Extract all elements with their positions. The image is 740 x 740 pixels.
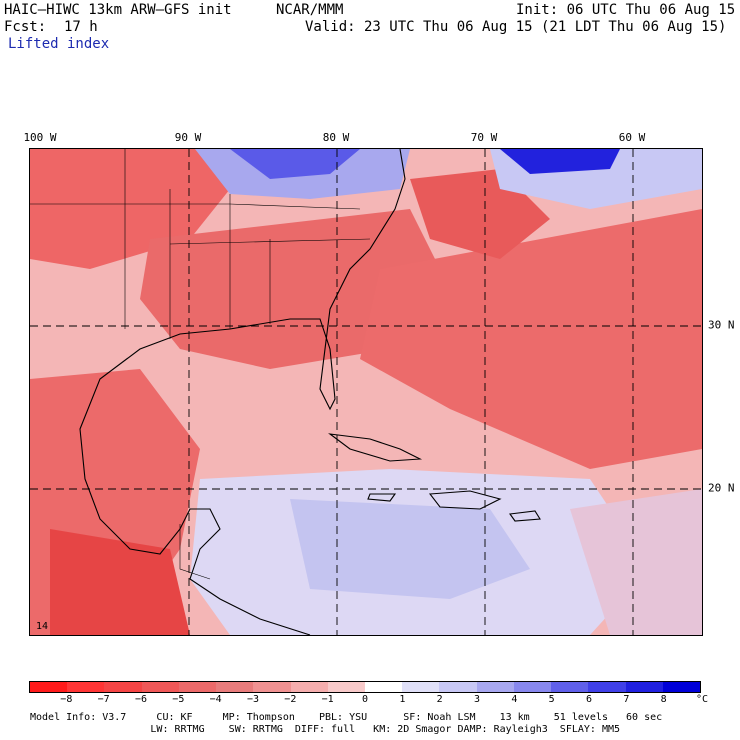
colorbar-swatch — [439, 682, 477, 692]
stable-core-north — [230, 149, 360, 179]
puerto-rico-outline — [509, 510, 541, 522]
lon-label-100w: 100 W — [23, 131, 57, 144]
init-time: Init: 06 UTC Thu 06 Aug 15 — [516, 2, 736, 18]
colorbar-tick-label: −8 — [60, 694, 73, 705]
unstable-region-atlantic — [360, 209, 702, 469]
political-borders — [30, 149, 371, 580]
lon-label-90w: 90 W — [174, 131, 202, 144]
forecast-label: Fcst: — [4, 19, 47, 35]
lon-label-80w: 80 W — [322, 131, 350, 144]
colorbar-tick-label: 4 — [511, 694, 518, 705]
lon-label-70w: 70 W — [470, 131, 498, 144]
coastlines — [79, 149, 541, 635]
lat-label-20n: 20 N — [708, 481, 735, 495]
mainland-coast — [79, 149, 406, 635]
colorbar — [29, 681, 701, 693]
model-info-line-1: Model Info: V3.7 CU: KF MP: Thompson PBL… — [30, 712, 663, 723]
colorbar-swatch — [662, 682, 700, 692]
mixed-region-east-caribbean — [570, 489, 702, 635]
colorbar-swatch — [290, 682, 328, 692]
hispaniola-outline — [428, 490, 502, 510]
colorbar-swatch — [364, 682, 403, 692]
colorbar-swatch — [476, 682, 514, 692]
colorbar-swatch — [30, 682, 68, 692]
colorbar-tick-label: −6 — [134, 694, 148, 705]
colorbar-tick-label: −5 — [172, 694, 185, 705]
colorbar-unit: °C — [696, 694, 709, 705]
colorbar-tick-label: −1 — [321, 694, 334, 705]
field-name: Lifted index — [8, 36, 110, 52]
map-svg: 14 — [30, 149, 702, 635]
colorbar-tick-label: 3 — [473, 694, 481, 705]
border-line — [179, 524, 211, 580]
valid-time: Valid: 23 UTC Thu 06 Aug 15 (21 LDT Thu … — [305, 19, 727, 35]
map-inset-label: 14 — [36, 621, 48, 632]
colorbar-swatch — [104, 682, 142, 692]
unstable-region-central-america — [50, 529, 190, 635]
lifted-index-map: 14 — [29, 148, 703, 636]
colorbar-tick-label: 5 — [548, 694, 555, 705]
jamaica-outline — [367, 493, 397, 502]
colorbar-swatch — [216, 682, 254, 692]
organization-label: NCAR/MMM — [276, 2, 344, 18]
colorbar-swatch — [513, 682, 552, 692]
colorbar-swatch — [253, 682, 291, 692]
colorbar-swatch — [67, 682, 105, 692]
graticule — [30, 149, 702, 635]
colorbar-tick-label: −2 — [284, 694, 297, 705]
colorbar-tick-label: 0 — [361, 694, 369, 705]
colorbar-swatch — [178, 682, 217, 692]
colorbar-tick-label: 1 — [399, 694, 406, 705]
colorbar-tick-label: 8 — [660, 694, 667, 705]
colorbar-swatch — [588, 682, 626, 692]
colorbar-tick-label: 2 — [436, 694, 443, 705]
colorbar-swatch — [141, 682, 179, 692]
colorbar-swatch — [327, 682, 365, 692]
model-info-line-2: LW: RRTMG SW: RRTMG DIFF: full KM: 2D Sm… — [30, 724, 621, 735]
forecast-hour: 17 h — [64, 19, 98, 35]
model-title: HAIC–HIWC 13km ARW–GFS init — [4, 2, 232, 18]
lat-label-30n: 30 N — [708, 318, 735, 332]
stable-core-caribbean — [290, 499, 530, 599]
colorbar-tick-label: −3 — [246, 694, 260, 705]
colorbar-swatch — [402, 682, 440, 692]
colorbar-tick-label: −7 — [97, 694, 110, 705]
cuba-outline — [328, 433, 423, 462]
stable-core-northeast — [500, 149, 620, 174]
border-line — [169, 238, 371, 245]
colorbar-tick-label: 6 — [585, 694, 593, 705]
colorbar-tick-label: 7 — [623, 694, 630, 705]
colorbar-tick-label: −4 — [209, 694, 222, 705]
colorbar-swatch — [551, 682, 589, 692]
lon-label-60w: 60 W — [618, 131, 646, 144]
colorbar-swatch — [625, 682, 663, 692]
